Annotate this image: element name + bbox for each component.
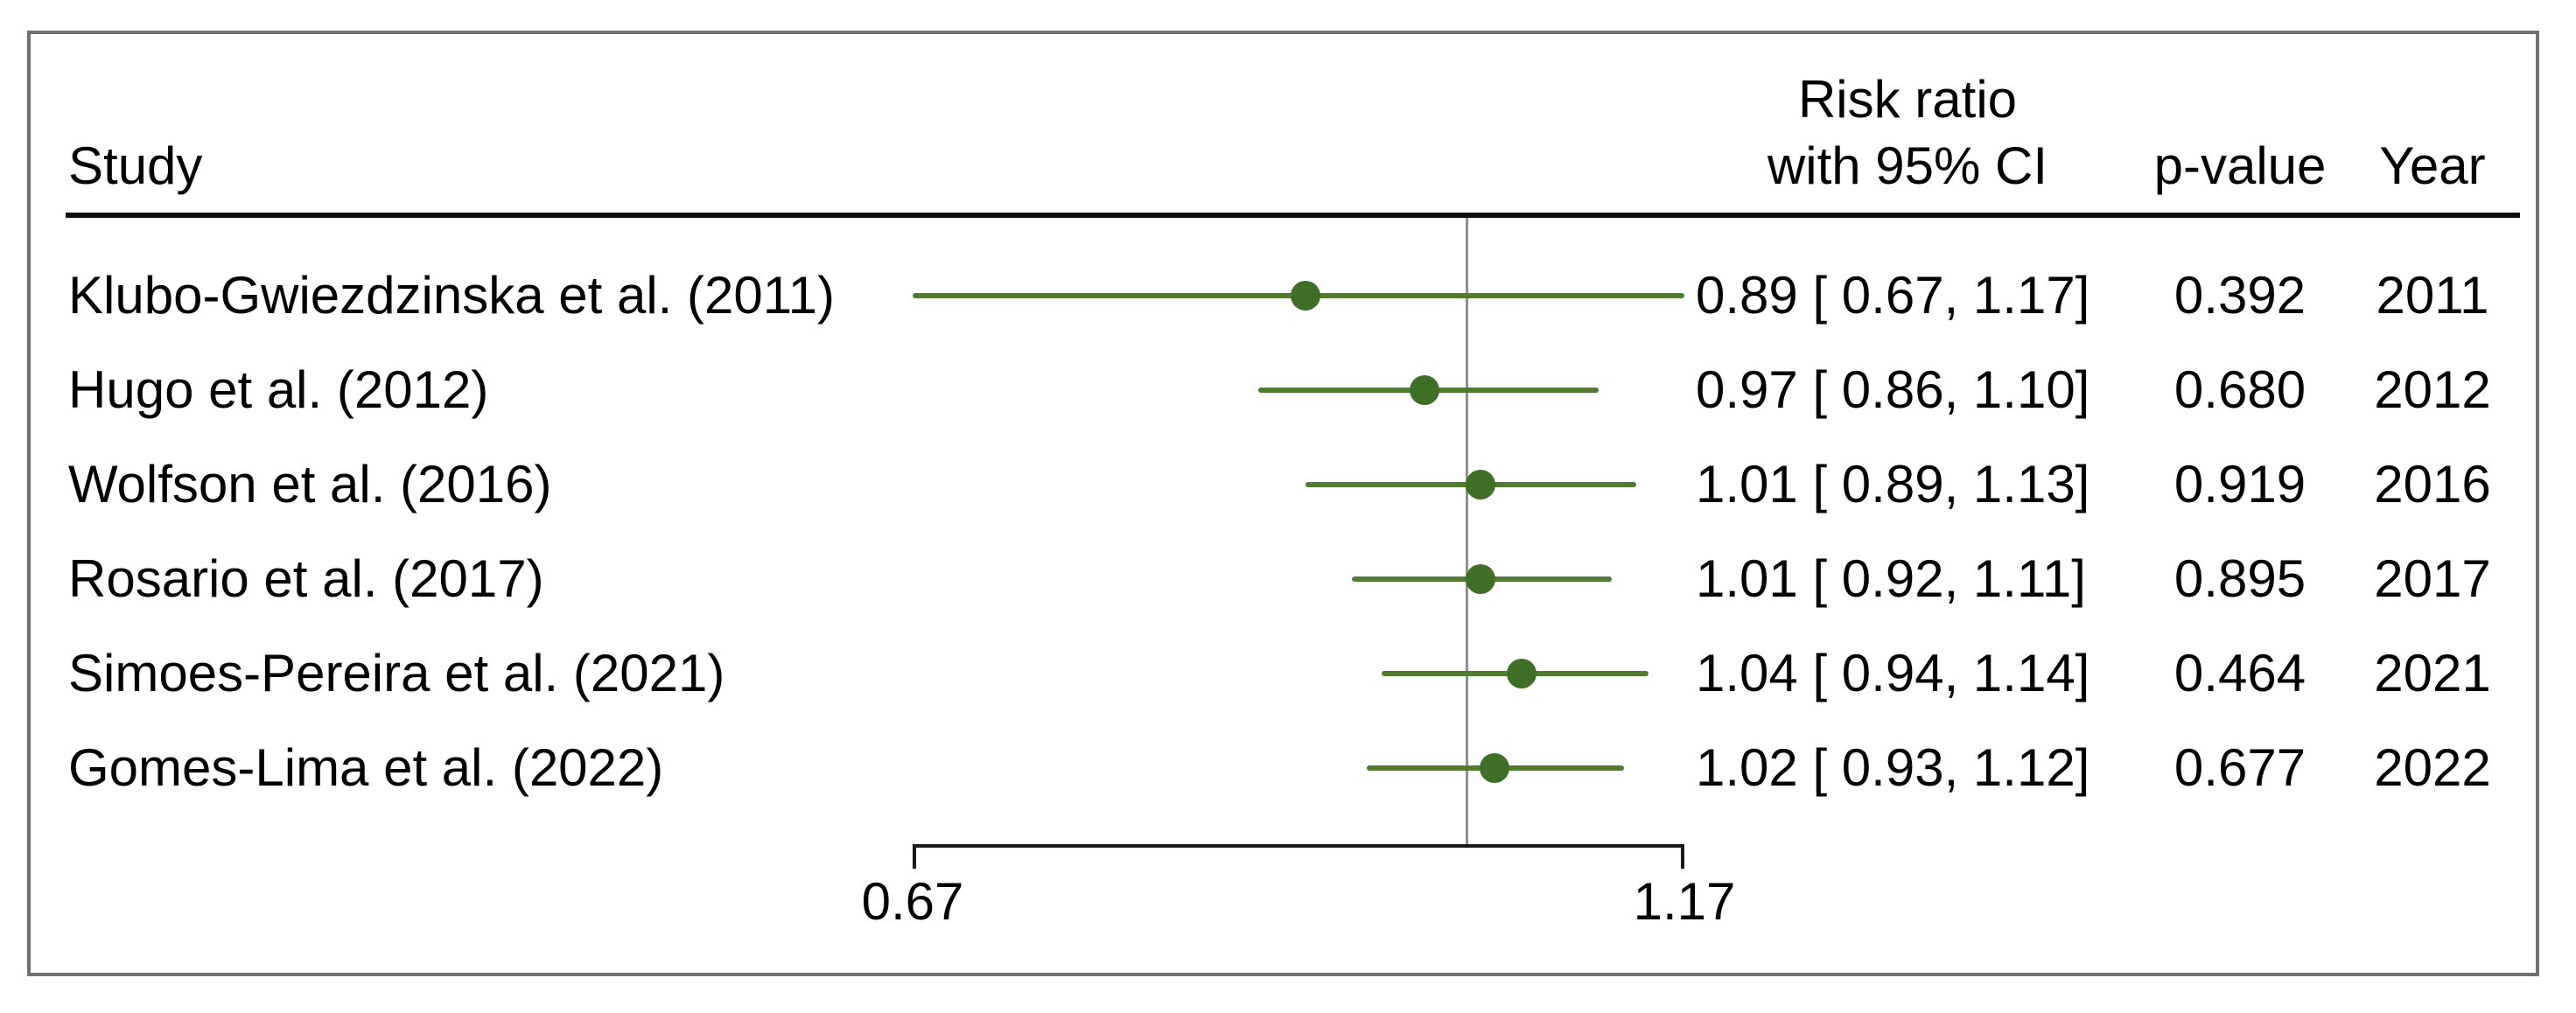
year-value: 2021	[2374, 644, 2491, 702]
study-label: Wolfson et al. (2016)	[68, 455, 552, 513]
figure-border	[27, 31, 2539, 976]
column-header-year: Year	[2379, 136, 2486, 195]
x-axis-line	[913, 844, 1684, 848]
study-label: Gomes-Lima et al. (2022)	[68, 738, 664, 797]
year-value: 2011	[2376, 266, 2489, 325]
risk-ratio-value: 1.01 [ 0.89, 1.13]	[1696, 455, 2090, 513]
p-value: 0.677	[2174, 738, 2306, 797]
year-value: 2012	[2374, 360, 2491, 419]
column-header-risk-ratio: Risk ratio with 95% CI	[1645, 66, 2170, 199]
risk-ratio-value: 1.04 [ 0.94, 1.14]	[1696, 644, 2090, 702]
risk-ratio-value: 1.01 [ 0.92, 1.11]	[1696, 549, 2086, 608]
study-label: Simoes-Pereira et al. (2021)	[68, 644, 725, 702]
year-value: 2017	[2374, 549, 2491, 608]
point-estimate-marker	[1291, 281, 1321, 311]
study-label: Klubo-Gwiezdzinska et al. (2011)	[68, 266, 835, 325]
p-value: 0.392	[2174, 266, 2306, 325]
risk-ratio-value: 0.97 [ 0.86, 1.10]	[1696, 360, 2090, 419]
reference-line	[1466, 218, 1469, 846]
header-rule	[66, 213, 2520, 218]
study-label: Rosario et al. (2017)	[68, 549, 544, 608]
point-estimate-marker	[1466, 564, 1496, 594]
risk-ratio-value: 0.89 [ 0.67, 1.17]	[1696, 266, 2090, 325]
risk-ratio-value: 1.02 [ 0.93, 1.12]	[1696, 738, 2090, 797]
p-value: 0.464	[2174, 644, 2306, 702]
year-value: 2022	[2374, 738, 2491, 797]
p-value: 0.919	[2174, 455, 2306, 513]
p-value: 0.680	[2174, 360, 2306, 419]
risk-ratio-header-line1: Risk ratio	[1797, 70, 2018, 129]
x-axis-tick-label-max: 1.17	[1633, 872, 1736, 931]
risk-ratio-header-line2: with 95% CI	[1767, 136, 2048, 195]
x-axis-tick-right	[1681, 844, 1684, 869]
x-axis-tick-left	[913, 844, 916, 869]
point-estimate-marker	[1466, 470, 1496, 500]
year-value: 2016	[2374, 455, 2491, 513]
x-axis-tick-label-min: 0.67	[861, 872, 964, 931]
study-label: Hugo et al. (2012)	[68, 360, 489, 419]
column-header-pvalue: p-value	[2153, 136, 2327, 195]
column-header-study: Study	[68, 136, 203, 195]
point-estimate-marker	[1506, 659, 1536, 688]
p-value: 0.895	[2174, 549, 2306, 608]
point-estimate-marker	[1479, 753, 1509, 783]
point-estimate-marker	[1410, 375, 1440, 405]
